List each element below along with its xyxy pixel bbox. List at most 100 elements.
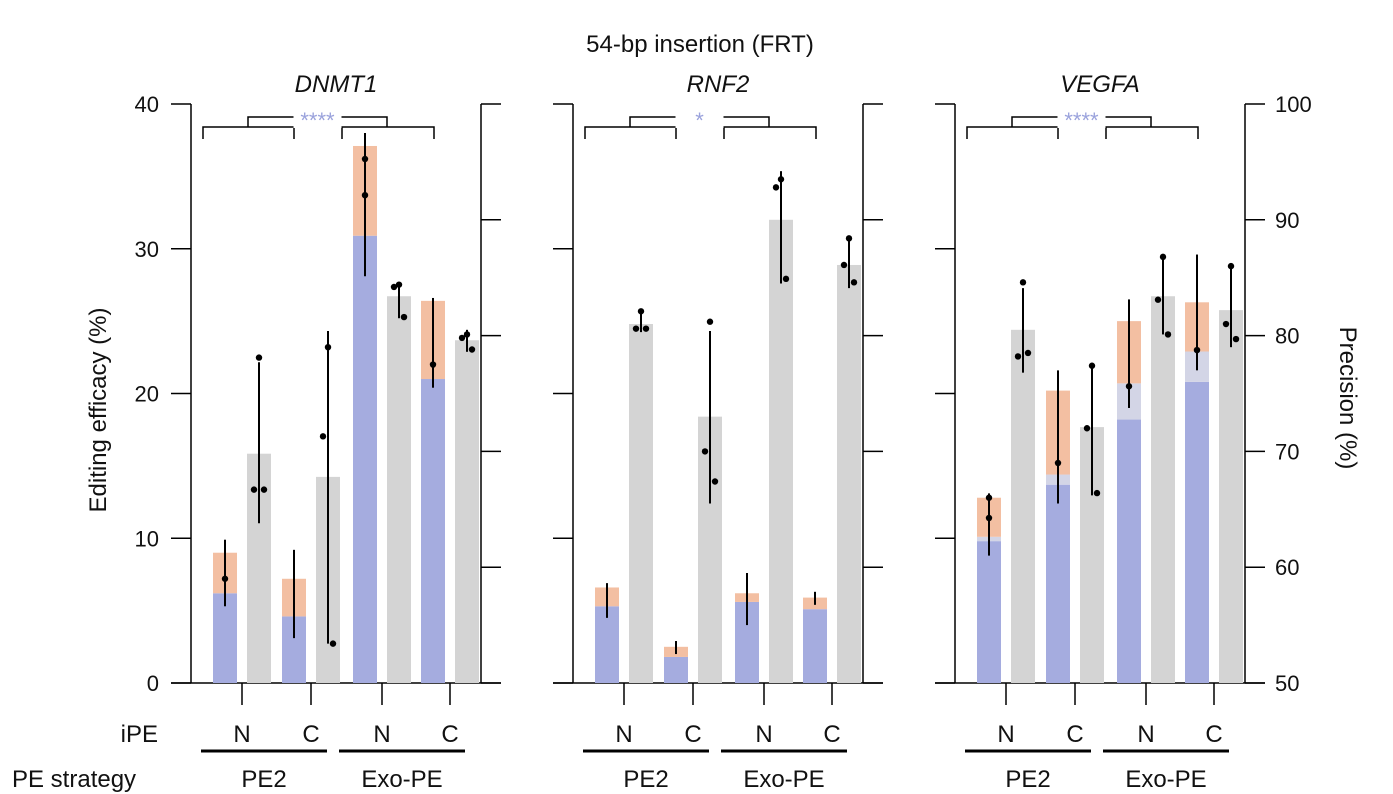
x-tick-label: N bbox=[615, 721, 632, 748]
precision-bar bbox=[769, 219, 793, 684]
precision-data-point bbox=[1083, 425, 1091, 432]
strategy-label: Exo-PE bbox=[1125, 766, 1206, 793]
significance-label-background bbox=[1057, 106, 1106, 128]
precision-data-point bbox=[395, 281, 403, 288]
precision-data-point bbox=[1088, 362, 1096, 369]
y-tick-label-left: 40 bbox=[135, 92, 159, 117]
panel-title: RNF2 bbox=[687, 71, 750, 98]
precision-data-point bbox=[642, 325, 650, 332]
precision-data-point bbox=[324, 343, 332, 351]
precision-bar bbox=[1151, 296, 1175, 683]
precision-data-point bbox=[782, 275, 790, 283]
precision-data-point bbox=[711, 478, 719, 485]
significance-bracket-right bbox=[723, 126, 817, 139]
x-tick-label: N bbox=[997, 721, 1014, 748]
precision-data-point bbox=[701, 448, 709, 455]
efficacy-bar-perfect bbox=[664, 656, 688, 683]
precision-data-point bbox=[1024, 349, 1032, 357]
x-tick-label: N bbox=[1137, 721, 1154, 748]
y-tick-label-left: 0 bbox=[147, 671, 159, 696]
precision-bar bbox=[455, 340, 479, 683]
precision-bar bbox=[387, 296, 411, 683]
precision-bar bbox=[1219, 310, 1243, 683]
significance-bracket-right bbox=[341, 126, 435, 139]
strategy-label: PE2 bbox=[1005, 766, 1050, 793]
precision-data-point bbox=[1227, 262, 1235, 270]
efficacy-bar-perfect bbox=[353, 235, 377, 683]
strategy-label: PE2 bbox=[241, 766, 286, 793]
efficacy-data-point bbox=[985, 514, 993, 522]
precision-data-point bbox=[319, 433, 327, 440]
significance-label: **** bbox=[300, 108, 335, 133]
efficacy-data-point bbox=[1054, 459, 1062, 467]
precision-data-point bbox=[400, 313, 408, 321]
precision-data-point bbox=[1093, 489, 1101, 497]
y-tick-label-right: 100 bbox=[1275, 92, 1312, 117]
panel-vegfa: VEGFA 50 60 70 80 90 100 N C N C PE2 Exo-PE **** bbox=[935, 71, 1312, 793]
efficacy-bar-perfect bbox=[421, 379, 445, 683]
efficacy-data-point bbox=[985, 494, 993, 501]
precision-data-point bbox=[637, 308, 645, 315]
y-tick-label-left: 30 bbox=[135, 237, 159, 262]
panel-title: DNMT1 bbox=[295, 71, 378, 98]
panel-title: VEGFA bbox=[1060, 71, 1140, 98]
efficacy-bar-perfect bbox=[1185, 381, 1209, 683]
precision-data-point bbox=[1154, 296, 1162, 303]
significance-label: * bbox=[695, 108, 704, 133]
efficacy-data-point bbox=[221, 575, 229, 582]
precision-data-point bbox=[632, 325, 640, 332]
significance-label: **** bbox=[1064, 108, 1099, 133]
panel-dnmt1: DNMT1 0 10 20 30 40 N C N C PE2 Exo-PE **** bbox=[135, 71, 501, 793]
efficacy-bar-perfect bbox=[213, 593, 237, 683]
x-tick-label: C bbox=[441, 721, 458, 748]
chart-title: 54-bp insertion (FRT) bbox=[586, 31, 814, 58]
precision-data-point bbox=[1232, 335, 1240, 343]
precision-data-point bbox=[250, 486, 258, 493]
precision-data-point bbox=[840, 261, 848, 269]
precision-data-point bbox=[1014, 353, 1022, 360]
x-tick-label: C bbox=[302, 721, 319, 748]
efficacy-data-point bbox=[429, 361, 437, 368]
significance-bracket-left bbox=[584, 126, 677, 139]
strategy-label: PE2 bbox=[623, 766, 668, 793]
significance-bracket-left bbox=[966, 126, 1059, 139]
efficacy-bar-perfect bbox=[595, 606, 619, 683]
precision-data-point bbox=[1164, 331, 1172, 338]
x-tick-label: C bbox=[1066, 721, 1083, 748]
strategy-label: Exo-PE bbox=[743, 766, 824, 793]
precision-data-point bbox=[1159, 253, 1167, 261]
precision-data-point bbox=[777, 176, 785, 183]
x-tick-label: N bbox=[373, 721, 390, 748]
precision-data-point bbox=[1222, 320, 1230, 328]
y-tick-label-right: 80 bbox=[1275, 324, 1299, 349]
precision-data-point bbox=[1019, 279, 1027, 286]
x-tick-label: C bbox=[684, 721, 701, 748]
precision-data-point bbox=[463, 331, 471, 338]
significance-bracket-right bbox=[1105, 126, 1199, 139]
precision-bar bbox=[629, 324, 653, 683]
y-tick-label-right: 70 bbox=[1275, 439, 1299, 464]
y-tick-label-right: 50 bbox=[1275, 671, 1299, 696]
strategy-label: Exo-PE bbox=[361, 766, 442, 793]
efficacy-bar-perfect bbox=[1046, 484, 1070, 683]
significance-bracket-left bbox=[202, 126, 295, 139]
precision-data-point bbox=[706, 318, 714, 325]
ipe-row-label: iPE bbox=[121, 721, 158, 748]
precision-bar bbox=[1011, 329, 1035, 683]
significance-label-background bbox=[675, 106, 724, 128]
efficacy-data-point bbox=[1193, 346, 1201, 354]
precision-data-point bbox=[468, 346, 476, 353]
precision-data-point bbox=[260, 486, 268, 493]
y-axis-label-left: Editing efficacy (%) bbox=[85, 308, 112, 513]
panel-rnf2: RNF2 N C N C PE2 Exo-PE * bbox=[553, 71, 883, 793]
efficacy-bar-perfect bbox=[1117, 419, 1141, 683]
precision-data-point bbox=[845, 235, 853, 242]
precision-data-point bbox=[772, 184, 780, 191]
x-tick-label: C bbox=[823, 721, 840, 748]
y-tick-label-left: 20 bbox=[135, 382, 159, 407]
x-tick-label: N bbox=[233, 721, 250, 748]
precision-data-point bbox=[850, 279, 858, 286]
x-tick-label: N bbox=[755, 721, 772, 748]
